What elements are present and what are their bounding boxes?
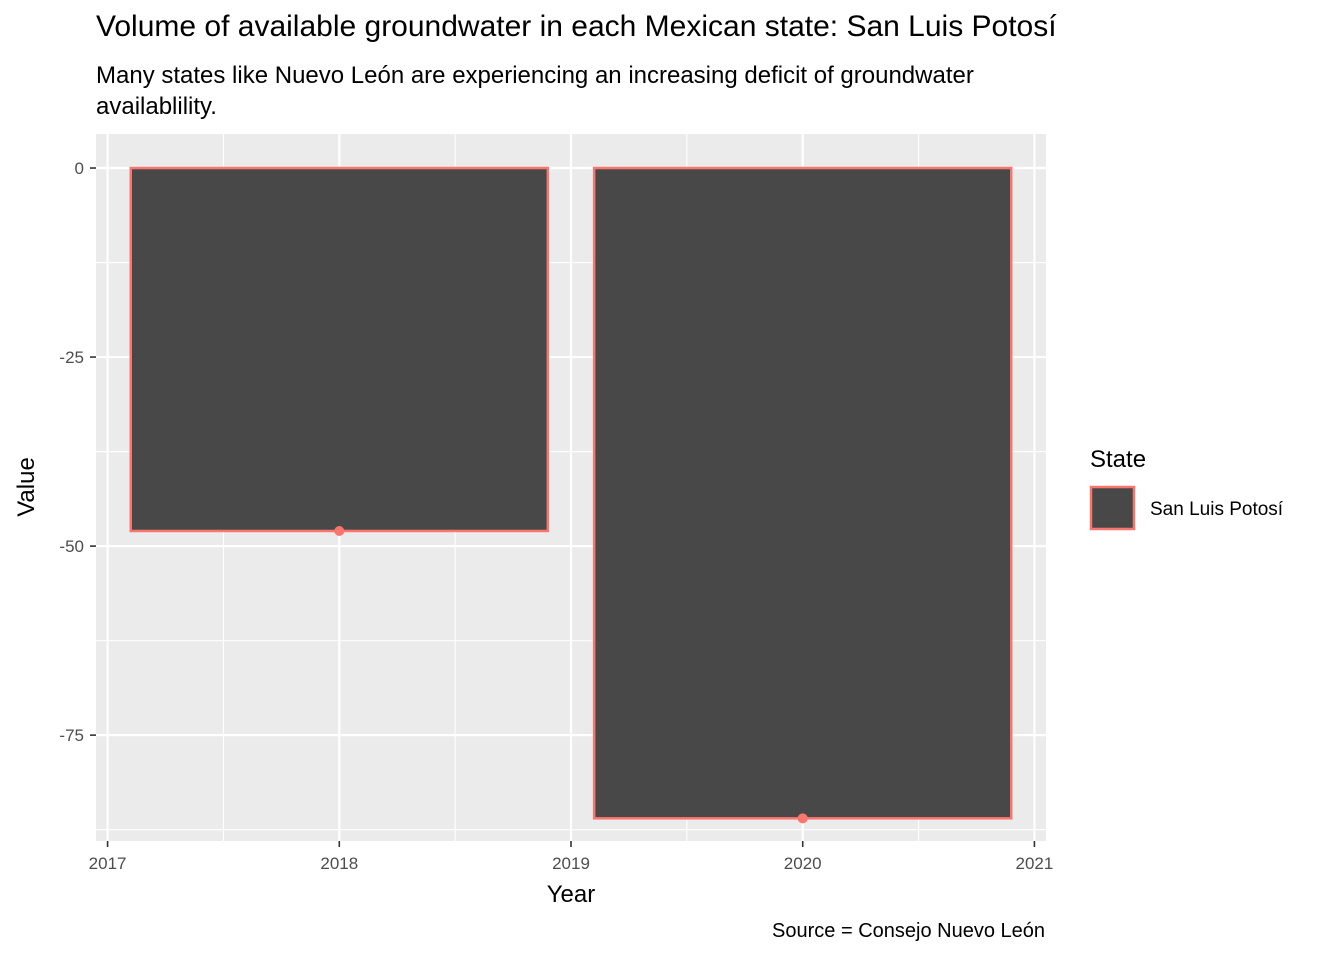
y-tick-label: 0 — [75, 159, 84, 178]
legend-key — [1089, 485, 1136, 531]
point-2020 — [797, 813, 808, 824]
chart-title: Volume of available groundwater in each … — [96, 10, 1057, 43]
y-tick-label: -50 — [59, 537, 84, 556]
bar-2020 — [592, 166, 1013, 820]
legend-label: San Luis Potosí — [1150, 499, 1284, 520]
legend: State San Luis Potosí — [1089, 446, 1284, 531]
x-tick-label: 2018 — [320, 854, 358, 873]
y-axis: 0 -25 -50 -75 — [59, 159, 96, 745]
chart-caption: Source = Consejo Nuevo León — [772, 920, 1045, 942]
x-tick-label: 2017 — [89, 854, 127, 873]
x-axis-title: Year — [547, 881, 596, 908]
bar-2018 — [129, 166, 550, 533]
x-tick-label: 2020 — [784, 854, 822, 873]
bars — [129, 166, 1013, 820]
chart-subtitle: Many states like Nuevo León are experien… — [96, 62, 974, 120]
point-2018 — [334, 525, 345, 536]
points — [334, 525, 808, 824]
y-tick-label: -25 — [59, 348, 84, 367]
y-axis-title: Value — [13, 457, 40, 517]
x-tick-label: 2019 — [552, 854, 590, 873]
y-tick-label: -75 — [59, 726, 84, 745]
legend-title: State — [1090, 446, 1146, 473]
x-tick-label: 2021 — [1016, 854, 1054, 873]
x-axis: 2017 2018 2019 2020 2021 — [89, 841, 1054, 873]
